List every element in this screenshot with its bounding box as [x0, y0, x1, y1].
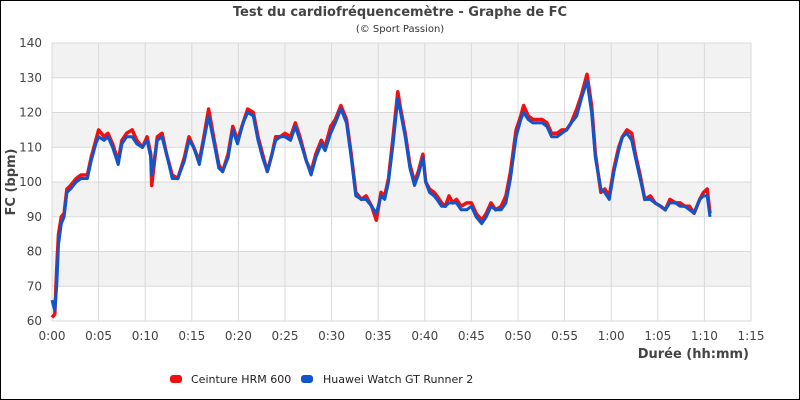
x-tick-label: 1:10 — [691, 329, 718, 343]
x-tick-label: 0:50 — [505, 329, 532, 343]
chart-subtitle: (© Sport Passion) — [356, 24, 444, 35]
x-tick-label: 1:15 — [738, 329, 765, 343]
x-axis-ticks: 0:00 0:05 0:10 0:15 0:20 0:25 0:30 0:35 0:40 0:45… — [39, 329, 765, 343]
legend-item-huawei[interactable]: Huawei Watch GT Runner 2 — [301, 373, 473, 386]
y-tick-label: 60 — [27, 314, 42, 328]
y-tick-label: 80 — [27, 245, 42, 259]
x-tick-label: 1:00 — [598, 329, 625, 343]
series-huawei-line — [50, 79, 712, 313]
grid-band — [52, 43, 751, 78]
x-tick-label: 0:45 — [458, 329, 485, 343]
x-tick-label: 0:10 — [132, 329, 159, 343]
legend: Ceinture HRM 600 Huawei Watch GT Runner … — [170, 373, 473, 386]
legend-label-huawei: Huawei Watch GT Runner 2 — [323, 373, 473, 386]
legend-swatch-blue — [301, 375, 313, 383]
x-tick-label: 0:35 — [365, 329, 392, 343]
legend-item-hrm600[interactable]: Ceinture HRM 600 — [170, 373, 291, 386]
x-axis-title: Durée (hh:mm) — [638, 347, 749, 362]
x-tick-label: 0:20 — [225, 329, 252, 343]
y-axis-ticks: 60 70 80 90 100 110 120 130 140 — [19, 36, 42, 328]
x-tick-label: 0:00 — [39, 329, 66, 343]
x-tick-label: 0:30 — [318, 329, 345, 343]
legend-label-hrm600: Ceinture HRM 600 — [191, 373, 291, 386]
x-tick-label: 0:40 — [411, 329, 438, 343]
legend-swatch-red — [170, 375, 182, 383]
y-tick-label: 140 — [19, 36, 42, 50]
y-tick-label: 110 — [19, 140, 42, 154]
chart-title: Test du cardiofréquencemètre - Graphe de… — [233, 5, 567, 20]
y-tick-label: 70 — [27, 279, 42, 293]
x-tick-label: 0:55 — [551, 329, 578, 343]
grid-band — [52, 251, 751, 287]
y-tick-label: 120 — [19, 106, 42, 120]
grid-band — [52, 182, 751, 217]
background-bands — [52, 43, 751, 287]
y-axis-title: FC (bpm) — [4, 149, 19, 216]
x-tick-label: 1:05 — [644, 329, 671, 343]
x-tick-label: 0:05 — [85, 329, 112, 343]
y-tick-label: 90 — [27, 210, 42, 224]
x-tick-label: 0:25 — [272, 329, 299, 343]
y-tick-label: 100 — [19, 175, 42, 189]
x-tick-label: 0:15 — [178, 329, 205, 343]
y-tick-label: 130 — [19, 71, 42, 85]
plot-series — [50, 72, 712, 319]
